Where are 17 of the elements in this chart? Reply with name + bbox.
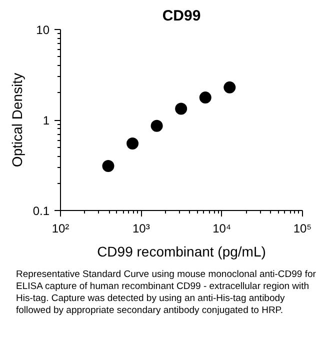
y-axis-title: Optical Density [8, 72, 25, 168]
y-tick-label: 10 [36, 23, 50, 37]
chart-title: CD99 [162, 8, 201, 24]
point [126, 138, 139, 150]
x-axis-title: CD99 recombinant (pg/mL) [97, 244, 266, 260]
y-tick-label: 0.1 [32, 204, 50, 218]
x-tick-label: 10⁴ [212, 222, 232, 236]
point [102, 160, 114, 172]
point [175, 102, 188, 115]
text: Representative Standard Curve using mouse monoclonal anti-CD99 for ELISA capture of human recombinant CD99 - extracellular region with His-tag. Capture was detected by using an anti-His-tag antibody followed by appropriate secondary antibody conjugated to HRP. [16, 269, 316, 316]
y-tick-label: 1 [42, 114, 50, 128]
x-tick-label: 10⁵ [293, 222, 312, 236]
x-tick-label: 10³ [132, 222, 150, 236]
point [199, 92, 212, 104]
x-tick-label: 10² [52, 222, 70, 236]
point [224, 81, 236, 94]
point [150, 120, 163, 132]
